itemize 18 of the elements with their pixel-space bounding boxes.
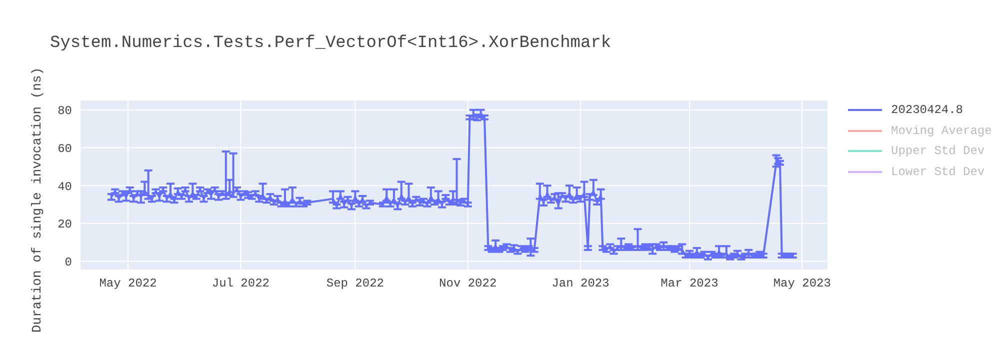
x-tick-label: Mar 2023: [660, 276, 718, 291]
y-tick-label: 40: [58, 180, 72, 194]
legend-label: 20230424.8: [891, 103, 964, 118]
legend-label: Upper Std Dev: [891, 144, 985, 158]
x-tick-label: Sep 2022: [326, 276, 384, 291]
y-tick-label: 20: [58, 218, 72, 232]
x-tick-label: Nov 2022: [439, 276, 497, 291]
y-axis-title: Duration of single invocation (ns): [30, 67, 44, 333]
x-tick-label: May 2023: [773, 276, 831, 291]
x-tick-label: May 2022: [99, 276, 157, 291]
chart-title: System.Numerics.Tests.Perf_VectorOf<Int16>.XorBenchmark: [50, 34, 612, 53]
y-tick-label: 80: [58, 104, 72, 118]
y-tick-label: 60: [58, 142, 72, 156]
legend-label: Lower Std Dev: [891, 164, 985, 179]
y-tick-label: 0: [64, 256, 72, 270]
x-tick-label: Jan 2023: [552, 276, 610, 291]
legend-label: Moving Average: [891, 124, 992, 138]
x-tick-label: Jul 2022: [212, 276, 270, 291]
